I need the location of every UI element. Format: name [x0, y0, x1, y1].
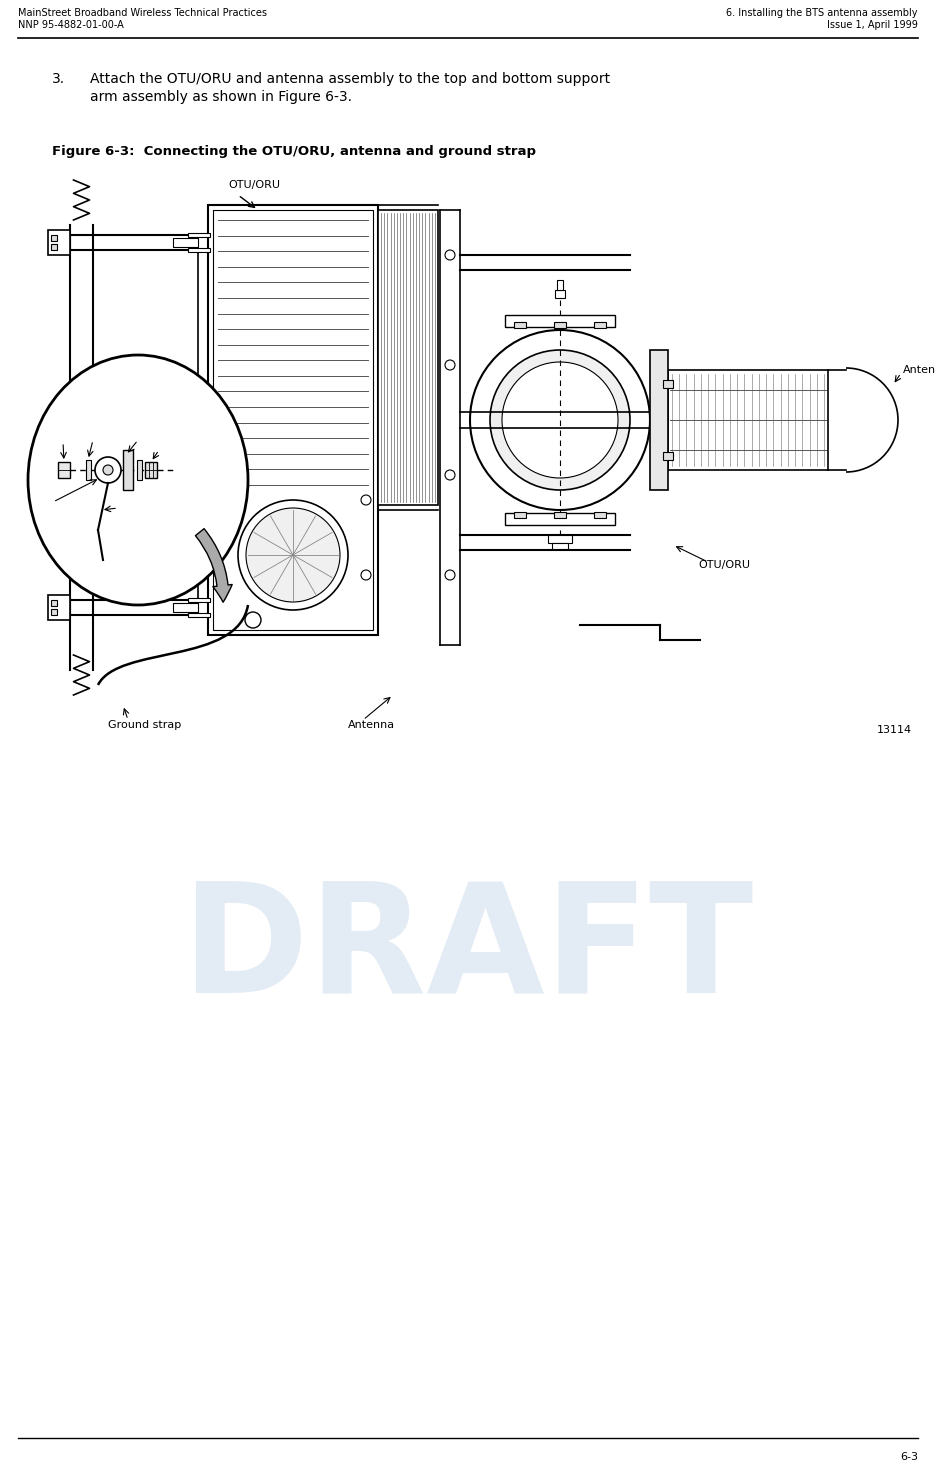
Bar	[505, 514, 615, 525]
Bar	[48, 595, 70, 620]
Bar	[173, 604, 198, 613]
Text: Ground strap: Ground strap	[108, 720, 182, 731]
Bar	[188, 233, 210, 238]
Text: Ground
strap: Ground strap	[105, 494, 143, 517]
Circle shape	[95, 458, 121, 483]
Bar	[208, 205, 378, 635]
Bar	[213, 210, 373, 630]
Bar	[188, 613, 210, 617]
Text: arm assembly as shown in Figure 6-3.: arm assembly as shown in Figure 6-3.	[90, 90, 352, 103]
Text: Bolt: Bolt	[53, 422, 74, 432]
Text: OTU/ORU: OTU/ORU	[228, 180, 280, 190]
Bar	[378, 210, 438, 505]
Bar	[188, 598, 210, 602]
Bar	[663, 379, 673, 388]
Bar	[58, 462, 70, 478]
Bar	[48, 230, 70, 255]
Circle shape	[502, 362, 618, 478]
Bar	[594, 512, 606, 518]
Text: MainStreet Broadband Wireless Technical Practices: MainStreet Broadband Wireless Technical …	[18, 7, 267, 18]
Text: Attach the OTU/ORU and antenna assembly to the top and bottom support: Attach the OTU/ORU and antenna assembly …	[90, 72, 610, 86]
Bar	[51, 610, 57, 615]
Circle shape	[445, 570, 455, 580]
Circle shape	[445, 360, 455, 370]
Circle shape	[361, 570, 371, 580]
Bar	[548, 534, 572, 543]
Bar	[554, 322, 566, 328]
Bar	[137, 461, 142, 480]
Circle shape	[246, 508, 340, 602]
Bar	[173, 238, 198, 246]
Text: 6. Installing the BTS antenna assembly: 6. Installing the BTS antenna assembly	[726, 7, 918, 18]
Text: OTU/
ORU: OTU/ ORU	[135, 406, 160, 428]
Text: Issue 1, April 1999: Issue 1, April 1999	[827, 21, 918, 30]
FancyArrowPatch shape	[196, 528, 232, 602]
Text: DRAFT: DRAFT	[183, 875, 753, 1024]
Bar	[557, 280, 563, 289]
Ellipse shape	[28, 356, 248, 605]
Text: Figure 6-3:  Connecting the OTU/ORU, antenna and ground strap: Figure 6-3: Connecting the OTU/ORU, ante…	[52, 145, 536, 158]
Text: Antenna: Antenna	[903, 365, 936, 375]
Bar	[668, 370, 828, 469]
Text: NNP 95-4882-01-00-A: NNP 95-4882-01-00-A	[18, 21, 124, 30]
Text: Washer: Washer	[86, 422, 124, 432]
Text: OTU/ORU: OTU/ORU	[698, 559, 750, 570]
Bar	[650, 350, 668, 490]
Text: 13114: 13114	[877, 725, 912, 735]
Bar	[188, 248, 210, 252]
Text: 3.: 3.	[52, 72, 66, 86]
Bar	[554, 512, 566, 518]
Text: 6-3: 6-3	[900, 1452, 918, 1463]
Bar	[123, 450, 133, 490]
Circle shape	[490, 350, 630, 490]
Bar	[51, 601, 57, 607]
Text: Circular
lug: Circular lug	[38, 494, 79, 517]
Text: Nut: Nut	[159, 435, 178, 444]
Bar	[514, 512, 526, 518]
Bar	[51, 235, 57, 241]
Bar	[145, 462, 157, 478]
Circle shape	[470, 331, 650, 511]
Bar	[51, 244, 57, 249]
Bar	[594, 322, 606, 328]
FancyArrowPatch shape	[196, 528, 232, 602]
Circle shape	[245, 613, 261, 627]
Bar	[505, 314, 615, 328]
Circle shape	[103, 465, 113, 475]
Circle shape	[445, 249, 455, 260]
Circle shape	[238, 500, 348, 610]
Circle shape	[445, 469, 455, 480]
Bar	[514, 322, 526, 328]
Circle shape	[215, 494, 225, 505]
Text: Antenna: Antenna	[348, 720, 395, 731]
Circle shape	[215, 570, 225, 580]
Bar	[555, 289, 565, 298]
Circle shape	[361, 494, 371, 505]
Bar	[86, 461, 91, 480]
Bar	[663, 452, 673, 461]
Bar	[552, 543, 568, 549]
